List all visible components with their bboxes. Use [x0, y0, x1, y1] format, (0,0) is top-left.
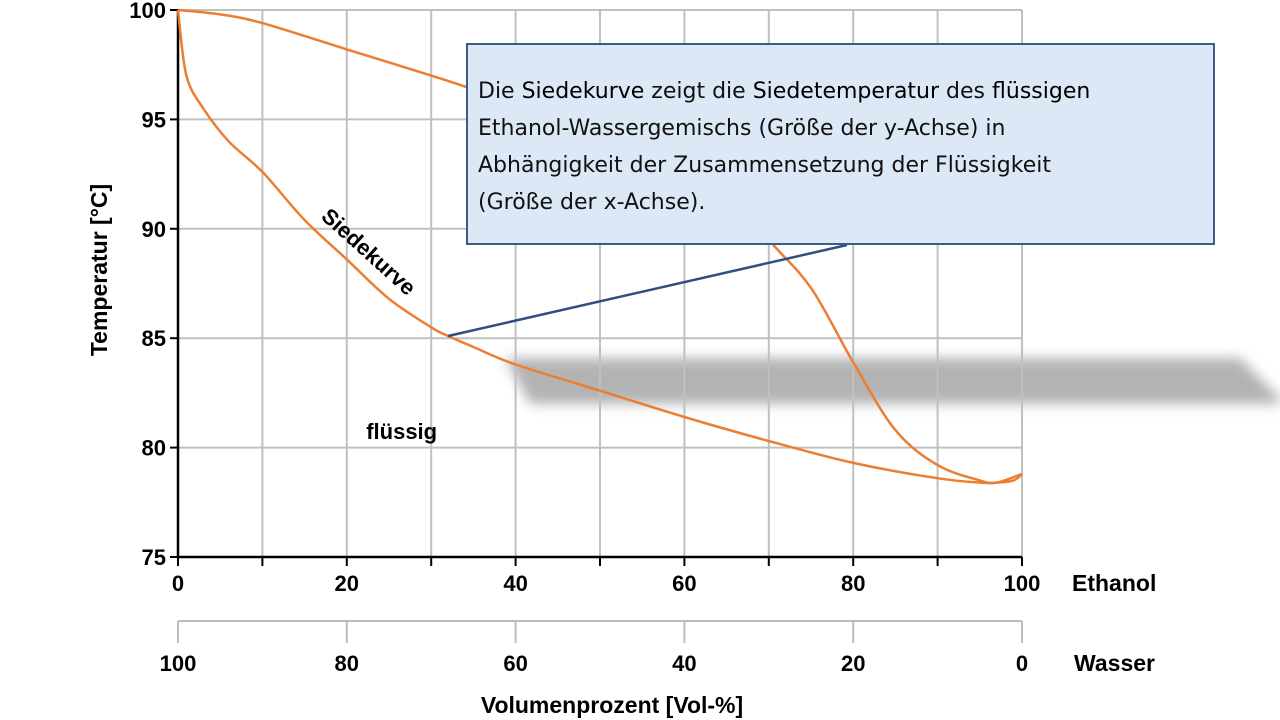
axes [170, 9, 1023, 643]
x-axis-title: Volumenprozent [Vol-%] [481, 692, 743, 718]
x-tick-label-wasser: 80 [335, 651, 359, 676]
x-tick-label-ethanol: 20 [335, 571, 359, 596]
callout-emphasis: Siedekurve [521, 79, 645, 104]
y-tick-label: 75 [142, 545, 166, 570]
callout-line: Abhängigkeit der Zusammensetzung der Flü… [478, 147, 1203, 184]
callout-text: Ethanol-Wassergemischs (Größe der y-Achs… [478, 116, 1006, 141]
x-tick-label-ethanol: 0 [172, 571, 184, 596]
siedekurve-label: Siedekurve [317, 203, 421, 300]
y-tick-label: 90 [142, 217, 166, 242]
y-axis-title: Temperatur [°C] [86, 184, 112, 356]
y-tick-label: 95 [142, 107, 166, 132]
tick-labels: 75 80 85 90 95 100 0 20 40 60 80 100 100 80 60 40 20 0 Eth… [86, 0, 1156, 718]
x-tick-label-wasser: 60 [503, 651, 527, 676]
callout-text: zeigt die [644, 79, 753, 104]
callout-pointer [447, 243, 848, 338]
callout-line: Die Siedekurve zeigt die Siedetemperatur… [478, 73, 1203, 110]
x-tick-label-wasser: 100 [160, 651, 197, 676]
shadow-shape [505, 358, 1280, 404]
x-tick-label-wasser: 20 [841, 651, 865, 676]
grid-lines [178, 9, 1023, 557]
x-tick-label-wasser: 0 [1016, 651, 1028, 676]
x-tick-label-wasser: 40 [672, 651, 696, 676]
callout-box: Die Siedekurve zeigt die Siedetemperatur… [466, 43, 1215, 245]
annotations: Siedekurve flüssig [317, 203, 437, 444]
callout-text: Abhängigkeit der Zusammensetzung der Flü… [478, 153, 1051, 178]
x-tick-label-ethanol: 100 [1004, 571, 1041, 596]
x-tick-label-ethanol: 80 [841, 571, 865, 596]
callout-emphasis: Siedetemperatur [752, 79, 940, 104]
x-tick-label-ethanol: 60 [672, 571, 696, 596]
callout-text: Die [478, 79, 522, 104]
lower-curve-line [176, 9, 1023, 485]
y-tick-label: 85 [142, 326, 166, 351]
callout-line: (Größe der x-Achse). [478, 184, 1203, 221]
x-tick-label-ethanol: 40 [503, 571, 527, 596]
callout-shadow [505, 358, 1280, 404]
pointer-line [447, 243, 848, 338]
callout-text: (Größe der x-Achse). [478, 190, 706, 215]
y-tick-label: 80 [142, 436, 166, 461]
fluessig-label: flüssig [366, 419, 437, 444]
ethanol-row-label: Ethanol [1072, 570, 1156, 596]
callout-text: des [939, 79, 993, 104]
wasser-row-label: Wasser [1074, 650, 1155, 676]
y-tick-label: 100 [129, 0, 166, 23]
callout-line: Ethanol-Wassergemischs (Größe der y-Achs… [478, 110, 1203, 147]
callout-emphasis: flüssigen [992, 79, 1091, 104]
